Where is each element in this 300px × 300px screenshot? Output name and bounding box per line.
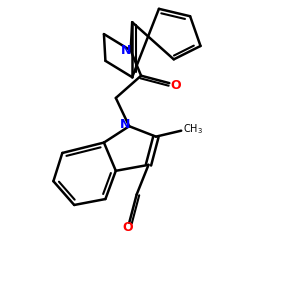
Text: N: N — [121, 44, 131, 57]
Text: CH$_3$: CH$_3$ — [183, 122, 203, 136]
Text: O: O — [122, 221, 133, 234]
Text: N: N — [119, 118, 130, 131]
Text: O: O — [170, 79, 181, 92]
